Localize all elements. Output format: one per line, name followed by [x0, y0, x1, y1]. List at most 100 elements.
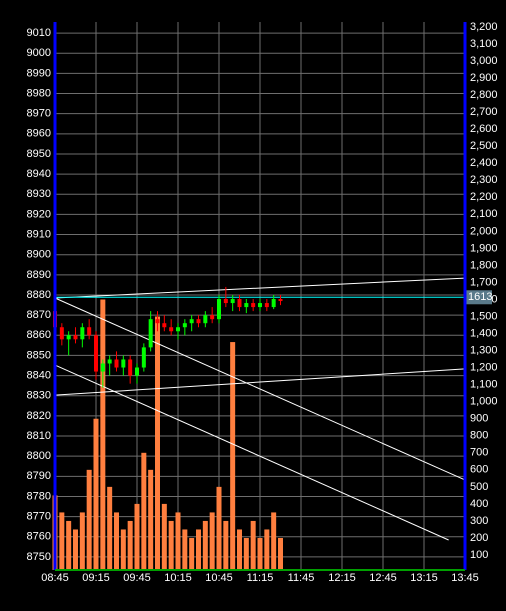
candle-body	[73, 335, 78, 340]
candle-body	[244, 303, 249, 308]
y-tick-label: 9000	[27, 47, 51, 59]
candle-body	[251, 303, 256, 308]
y-tick-label: 8770	[27, 511, 51, 523]
candle-body	[271, 299, 276, 308]
candle-body	[128, 359, 133, 376]
y2-tick-label: 1,900	[470, 242, 498, 254]
volume-bar	[120, 529, 126, 570]
x-tick-label: 11:15	[247, 572, 274, 584]
y-tick-label: 8780	[27, 490, 51, 502]
candle-body	[230, 299, 235, 304]
candle-body	[141, 347, 146, 368]
y2-tick-label: 300	[470, 515, 488, 527]
candle-body	[80, 327, 85, 340]
y-tick-label: 8850	[27, 349, 51, 361]
y2-tick-label: 2,600	[470, 123, 498, 135]
y-tick-label: 8880	[27, 289, 51, 301]
y2-tick-label: 2,400	[470, 157, 498, 169]
candle-body	[87, 327, 92, 336]
y-tick-label: 8990	[27, 67, 51, 79]
y-tick-label: 8840	[27, 369, 51, 381]
y2-tick-label: 1,500	[470, 310, 498, 322]
volume-bar	[66, 520, 72, 570]
candle-body	[148, 319, 153, 348]
y-tick-label: 8750	[27, 551, 51, 563]
x-tick-label: 13:45	[451, 572, 479, 584]
y-tick-label: 8930	[27, 188, 51, 200]
volume-bar	[100, 299, 106, 570]
x-tick-label: 12:45	[369, 572, 397, 584]
volume-bar	[73, 529, 78, 570]
y2-tick-label: 1,400	[470, 327, 498, 339]
x-tick-label: 09:15	[82, 572, 110, 584]
y2-tick-label: 1,800	[470, 259, 498, 271]
y-tick-label: 8950	[27, 148, 51, 160]
volume-bar	[114, 512, 119, 570]
y2-tick-label: 100	[470, 549, 488, 561]
candle-body	[94, 335, 98, 372]
candle-body	[176, 327, 180, 332]
y-tick-label: 8920	[27, 208, 51, 220]
candle-body	[217, 299, 221, 320]
volume-bar	[250, 520, 256, 570]
candle-body	[189, 319, 194, 324]
candle-body	[182, 323, 187, 328]
price-label-box	[466, 290, 492, 305]
candle-body	[114, 359, 119, 368]
y2-tick-label: 600	[470, 464, 488, 476]
volume-bar	[86, 469, 92, 570]
volume-bar	[182, 529, 188, 570]
y2-tick-label: 2,300	[470, 174, 498, 186]
volume-bar	[134, 503, 140, 570]
y-tick-label: 8890	[27, 269, 51, 281]
volume-bar	[148, 469, 154, 570]
candle-body	[162, 323, 167, 328]
candle-body	[107, 359, 112, 364]
y2-tick-label: 1,700	[470, 276, 498, 288]
trendline	[54, 364, 449, 541]
x-tick-label: 13:15	[410, 572, 438, 584]
candle-body	[100, 363, 105, 372]
volume-bar	[155, 316, 160, 570]
volume-bar	[127, 520, 133, 570]
x-tick-label: 09:45	[123, 572, 151, 584]
y2-tick-label: 2,900	[470, 72, 498, 84]
x-tick-label: 12:15	[328, 572, 356, 584]
y2-tick-label: 400	[470, 498, 488, 510]
volume-bar	[264, 529, 270, 570]
x-tick-label: 11:45	[288, 572, 315, 584]
y-tick-label: 8940	[27, 168, 51, 180]
y-tick-label: 8760	[27, 531, 51, 543]
candle-body	[258, 303, 262, 308]
y-tick-label: 8910	[27, 228, 51, 240]
trendline	[54, 277, 466, 299]
trendline	[54, 368, 466, 396]
volume-bar	[278, 537, 283, 570]
y2-tick-label: 1,000	[470, 396, 498, 408]
y-tick-label: 8790	[27, 470, 51, 482]
y-tick-label: 8870	[27, 309, 51, 321]
y-tick-label: 8860	[27, 329, 51, 341]
y2-tick-label: 3,100	[470, 38, 498, 50]
y2-tick-label: 2,100	[470, 208, 498, 220]
candle-body	[121, 359, 126, 368]
candle-body	[135, 367, 139, 376]
volume-bar	[257, 537, 263, 570]
candle-body	[196, 319, 201, 324]
volume-bar	[107, 486, 113, 570]
y-tick-label: 8830	[27, 390, 51, 402]
y2-tick-label: 3,200	[470, 21, 498, 33]
volume-bar	[79, 512, 85, 570]
candle-body	[203, 315, 208, 324]
candle-body	[210, 315, 215, 320]
candle-body	[278, 299, 283, 302]
y2-tick-label: 200	[470, 532, 488, 544]
y2-tick-label: 800	[470, 430, 488, 442]
candle-body	[66, 335, 71, 340]
y2-tick-label: 2,800	[470, 89, 498, 101]
y2-tick-label: 3,000	[470, 55, 498, 67]
y2-tick-label: 2,000	[470, 225, 498, 237]
candle-body	[169, 327, 174, 332]
y-tick-label: 9010	[27, 27, 51, 39]
